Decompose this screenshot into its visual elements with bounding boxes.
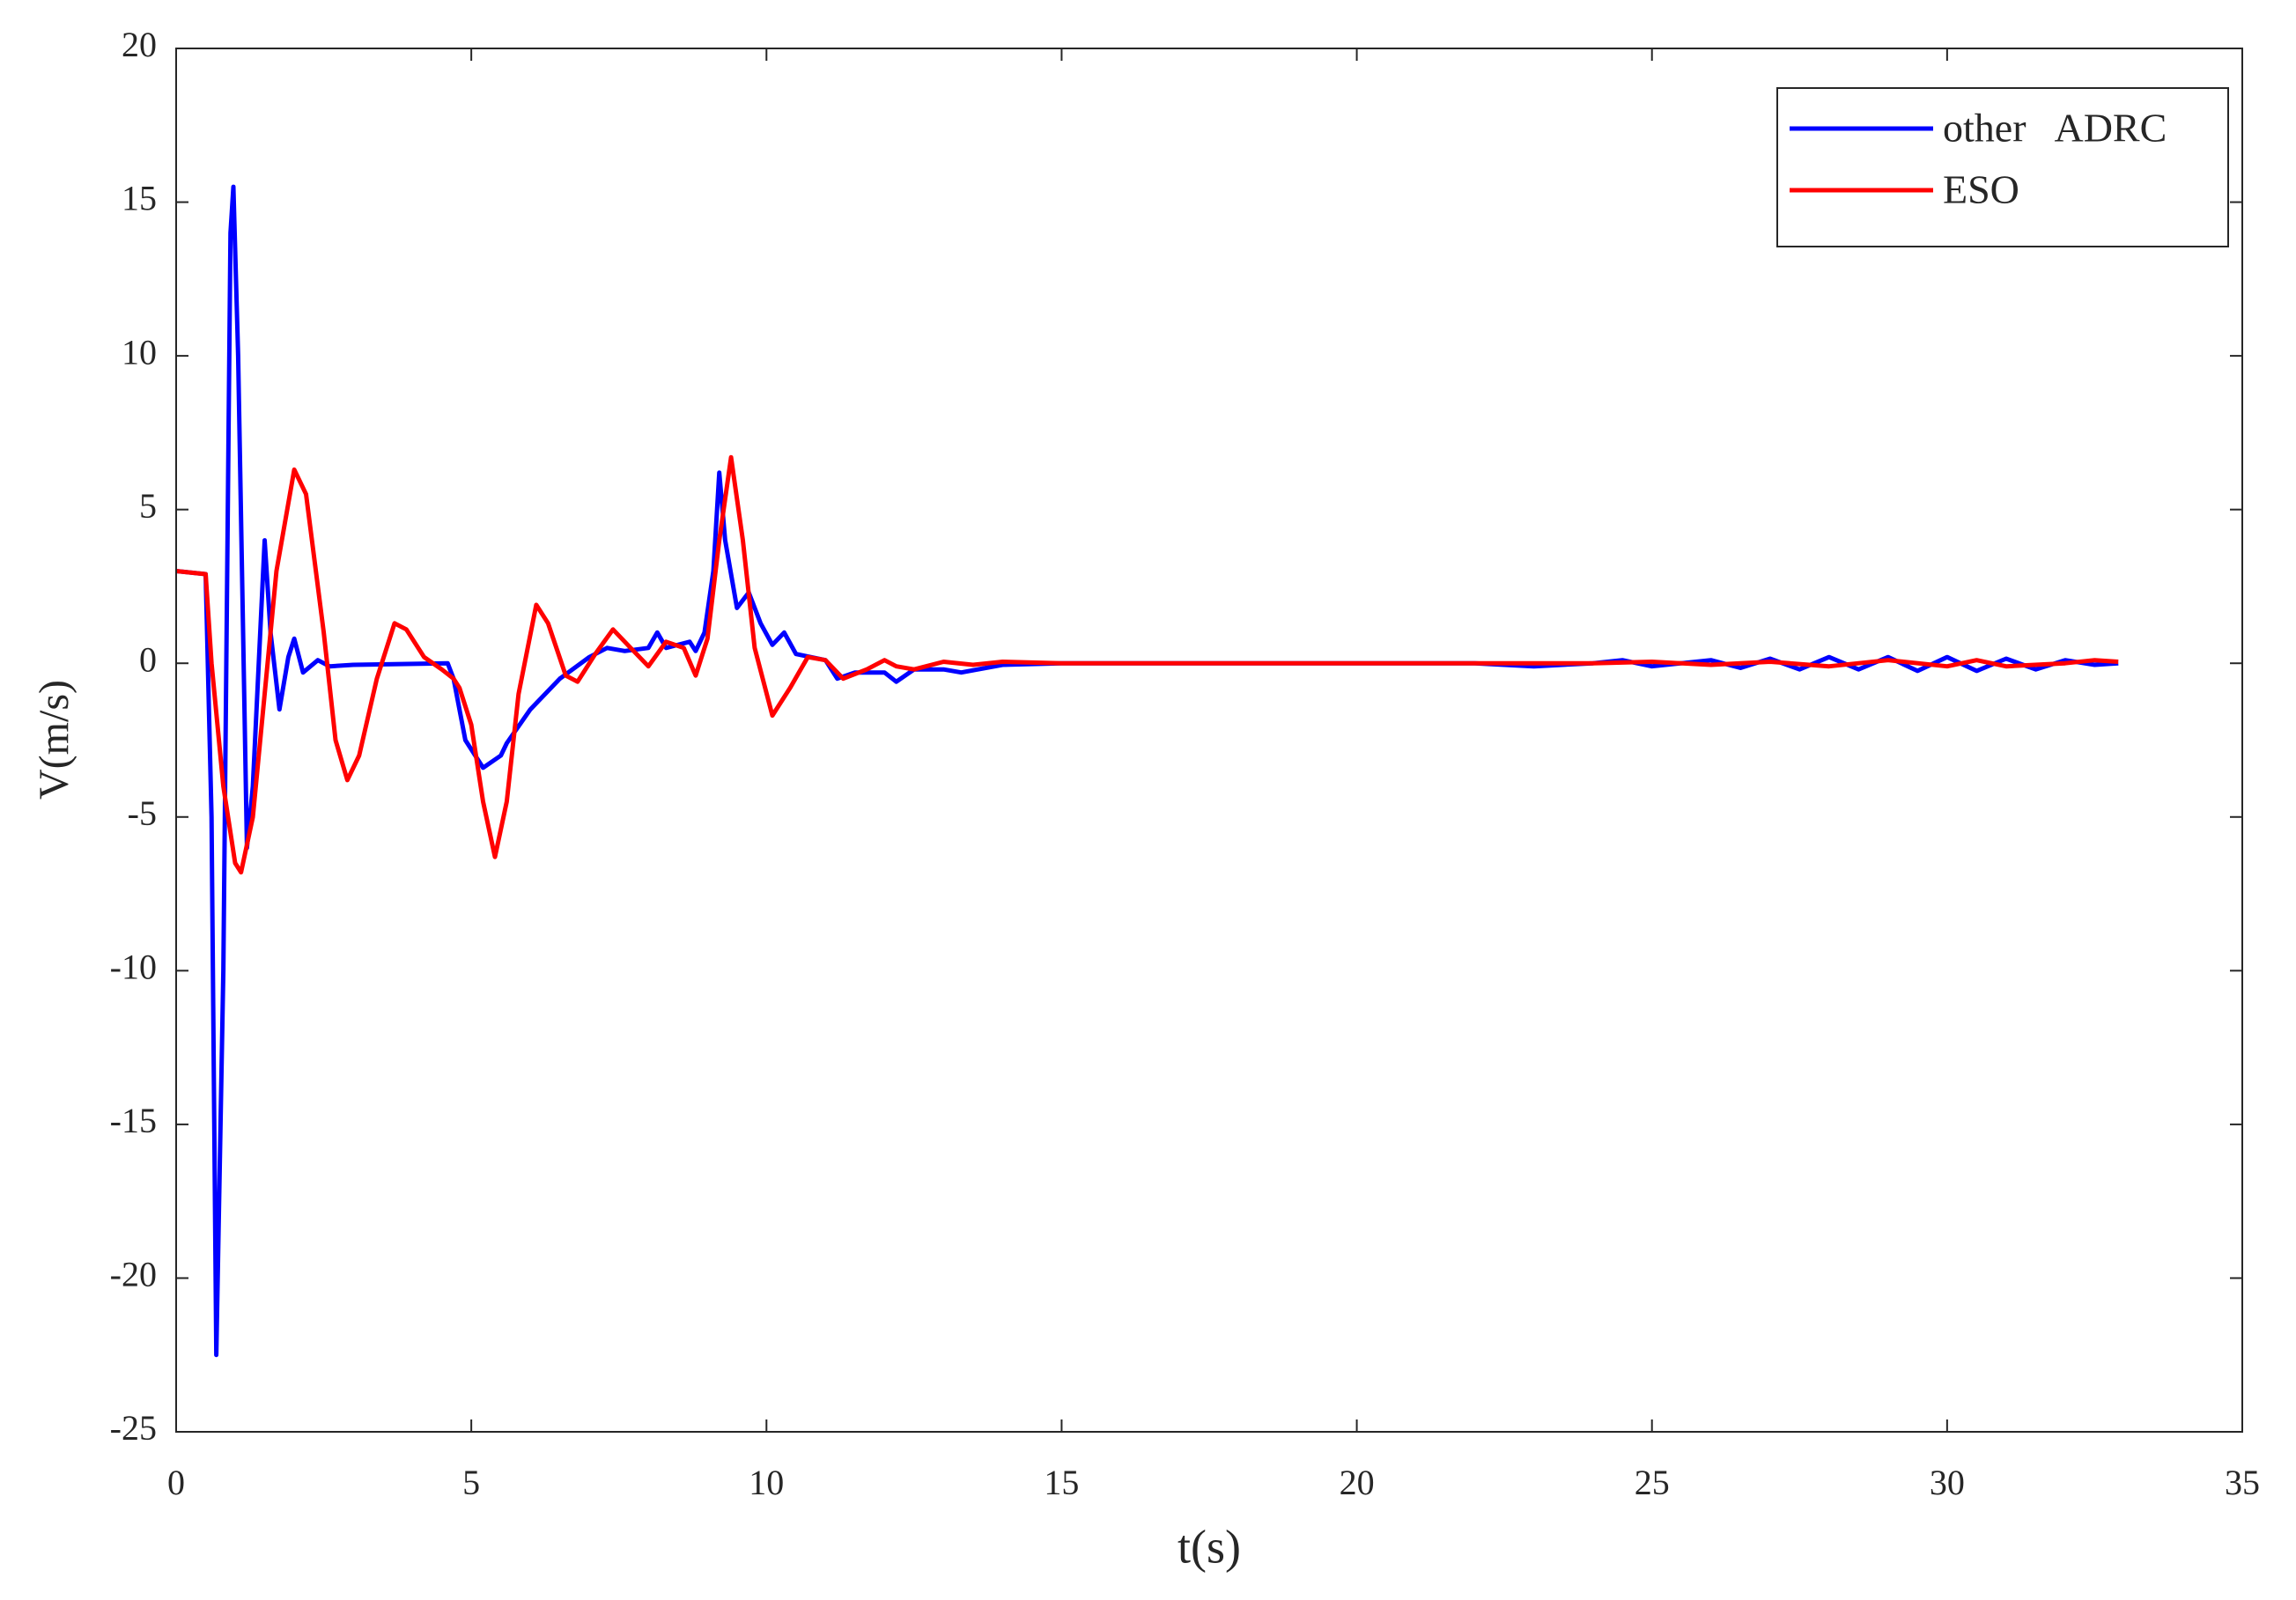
y-tick-label: -20 — [110, 1255, 157, 1294]
x-tick-label: 15 — [1044, 1463, 1079, 1502]
x-tick-label: 30 — [1930, 1463, 1965, 1502]
x-tick-label: 5 — [462, 1463, 480, 1502]
x-tick-label: 0 — [167, 1463, 185, 1502]
axes-box — [175, 48, 2243, 1433]
y-tick-label: 20 — [122, 25, 157, 64]
x-tick-label: 20 — [1340, 1463, 1375, 1502]
legend-box — [1776, 87, 2229, 247]
legend-label: other ADRC — [1943, 106, 2167, 151]
y-tick-label: -10 — [110, 947, 157, 987]
y-tick-label: 15 — [122, 179, 157, 218]
x-tick-label: 10 — [749, 1463, 784, 1502]
y-tick-label: 10 — [122, 332, 157, 372]
y-tick-label: -25 — [110, 1408, 157, 1448]
y-axis-label: V(m/s) — [31, 680, 78, 800]
y-tick-label: -15 — [110, 1101, 157, 1140]
y-tick-label: -5 — [128, 793, 157, 833]
y-tick-label: 0 — [139, 639, 157, 679]
series-line — [175, 454, 2119, 875]
x-axis-label: t(s) — [1178, 1520, 1241, 1573]
legend-label: ESO — [1943, 167, 2019, 212]
y-tick-label: 5 — [139, 486, 157, 526]
plot-area — [176, 48, 2242, 1432]
x-tick-label: 25 — [1635, 1463, 1670, 1502]
x-tick-label: 35 — [2225, 1463, 2260, 1502]
